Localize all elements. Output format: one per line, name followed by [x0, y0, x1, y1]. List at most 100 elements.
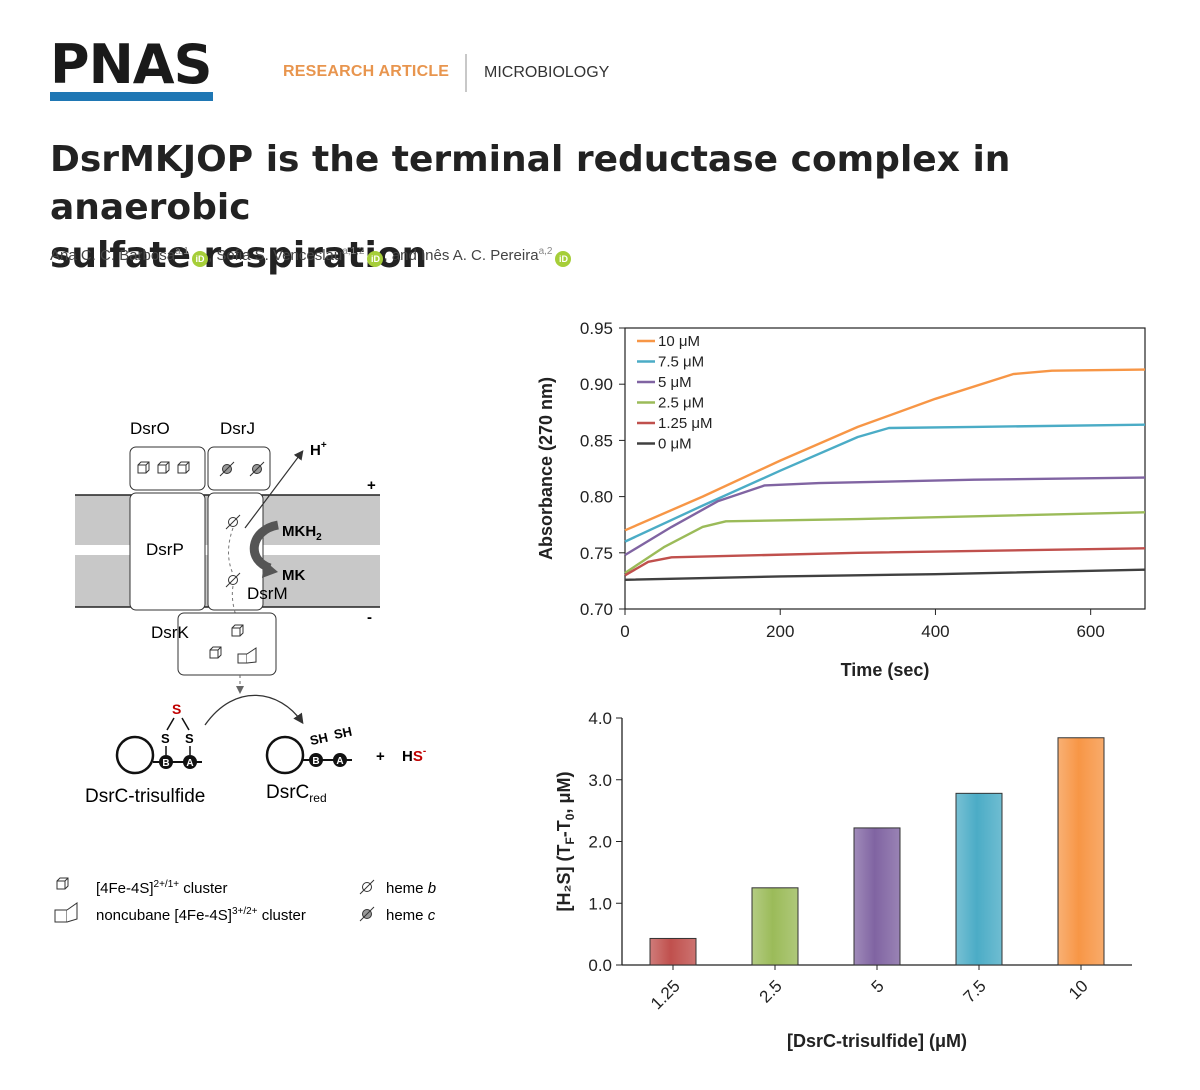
y-tick-label: 0.75	[580, 544, 613, 563]
series-line	[624, 568, 1146, 581]
article-type-label[interactable]: RESEARCH ARTICLE	[283, 63, 450, 80]
svg-text:S: S	[185, 731, 194, 746]
legend-item-cubane: [4Fe-4S]2+/1+ cluster	[96, 879, 227, 897]
legend-item-noncubane: noncubane [4Fe-4S]3+/2+ cluster	[96, 906, 306, 924]
legend-entry: 1.25 μM	[658, 415, 713, 432]
y-tick-label: 0.80	[580, 488, 613, 507]
periplasm-plus-label: +	[367, 477, 376, 494]
dsrp-box[interactable]	[129, 492, 206, 611]
hydrosulfide-label: HS-	[402, 746, 426, 765]
cys-b-icon	[159, 755, 173, 769]
svg-text:A: A	[336, 756, 343, 767]
y-axis-label: Absorbance (270 nm)	[536, 377, 556, 560]
bar	[649, 937, 697, 966]
dsrmkjop-schematic: + - DsrO DsrJ DsrP DsrM H+ MKH2 MK DsrK …	[54, 419, 436, 924]
orcid-icon[interactable]: iD	[191, 251, 208, 267]
cube-icon	[137, 461, 150, 474]
series-line	[624, 368, 1146, 532]
plot-area	[624, 327, 1146, 610]
series-line	[624, 476, 1146, 557]
bar	[853, 827, 901, 966]
series-line	[624, 547, 1146, 577]
y-tick-label: 0.0	[588, 956, 612, 975]
cys-a-icon	[333, 753, 347, 767]
cube-icon	[177, 461, 190, 474]
dsrm-label: DsrM	[247, 584, 288, 603]
legend-entry: 5 μM	[658, 374, 692, 391]
heme-b-icon	[225, 572, 241, 588]
svg-text:S: S	[161, 731, 170, 746]
svg-text:SH: SH	[308, 730, 329, 748]
absorbance-line-chart: 0.70 0.75 0.80 0.85 0.90 0.95 0 200 400 600 Time (…	[536, 319, 1146, 680]
dsrp-label: DsrP	[146, 540, 184, 559]
cys-a-icon	[183, 755, 197, 769]
dsro-label: DsrO	[130, 419, 170, 438]
cube-icon	[231, 624, 244, 637]
cube-icon	[157, 461, 170, 474]
author-2[interactable]: Sofia S. Venceslaua,1,2	[216, 246, 365, 264]
y-tick-label: 0.70	[580, 600, 613, 619]
x-tick-label: 7.5	[960, 976, 990, 1006]
x-tick-label: 1.25	[647, 976, 684, 1013]
cytoplasm-minus-label: -	[367, 609, 372, 626]
heme-c-icon	[359, 906, 375, 922]
legend-entry: 10 μM	[658, 333, 700, 350]
heme-b-icon	[359, 879, 375, 895]
proton-arrow	[244, 450, 304, 529]
dsrc-red-label: DsrCred	[266, 782, 327, 805]
y-tick-label: 0.85	[580, 431, 613, 450]
subject-label[interactable]: MICROBIOLOGY	[484, 64, 610, 81]
series-line	[624, 511, 1146, 574]
mk-label: MK	[282, 567, 305, 584]
series-line	[624, 423, 1146, 543]
h2s-bar-chart: 0.0 1.0 2.0 3.0 4.0 1.25 2.5 5 7.5 10 [DsrC-trisul…	[554, 709, 1132, 1051]
dsrk-box[interactable]	[177, 612, 277, 676]
orcid-icon[interactable]: iD	[367, 251, 384, 267]
dsrk-label: DsrK	[151, 623, 189, 642]
y-tick-label: 2.0	[588, 833, 612, 852]
dsrc-trisulfide-label: DsrC-trisulfide	[85, 786, 205, 807]
svg-text:A: A	[186, 758, 193, 769]
bar	[1057, 737, 1105, 966]
reduction-arrow	[204, 694, 304, 726]
legend-item-heme-c: heme c	[386, 907, 436, 924]
heme-c-icon	[249, 461, 265, 477]
x-tick-label: 400	[921, 622, 949, 641]
orcid-icon[interactable]: iD	[555, 251, 572, 267]
y-tick-label: 1.0	[588, 894, 612, 913]
header-divider	[465, 54, 467, 92]
dsrc-trisulfide-protein	[115, 735, 155, 775]
sulfane-sulfur-label: S	[172, 701, 181, 717]
logo-underline	[50, 92, 213, 101]
svg-text:SH: SH	[332, 724, 353, 742]
x-tick-label: 200	[766, 622, 794, 641]
bar	[955, 792, 1003, 966]
svg-text:B: B	[162, 758, 169, 769]
title-line-2: sulfate respiration	[50, 235, 428, 276]
noncubane-icon	[237, 647, 257, 664]
author-list: Ana C. C. Barbosaa,1iD, Sofia S. Vencesl…	[50, 246, 572, 267]
svg-text:+: +	[376, 748, 385, 765]
legend-entry: 2.5 μM	[658, 395, 704, 412]
y-tick-label: 3.0	[588, 771, 612, 790]
dsrj-box[interactable]	[207, 446, 271, 491]
x-tick-label: 5	[868, 976, 888, 996]
noncubane-icon	[54, 902, 78, 923]
dsrj-label: DsrJ	[220, 419, 255, 438]
article-title: DsrMKJOP is the terminal reductase compl…	[50, 136, 1190, 280]
mkh2-label: MKH2	[282, 523, 322, 543]
author-3[interactable]: Inês A. C. Pereiraa,2	[421, 246, 553, 264]
heme-c-icon	[219, 461, 235, 477]
x-tick-label: 10	[1065, 976, 1092, 1003]
pnas-logo[interactable]: PNAS	[50, 33, 212, 96]
y-tick-label: 0.90	[580, 375, 613, 394]
cube-icon	[56, 877, 69, 890]
x-axis-label: Time (sec)	[841, 660, 930, 680]
legend-item-heme-b: heme b	[386, 880, 436, 897]
author-1[interactable]: Ana C. C. Barbosaa,1	[50, 246, 189, 264]
legend-entry: 0 μM	[658, 436, 692, 453]
heme-b-icon	[225, 514, 241, 530]
x-tick-label: 0	[620, 622, 629, 641]
x-tick-label: 600	[1076, 622, 1104, 641]
bar	[751, 887, 799, 966]
